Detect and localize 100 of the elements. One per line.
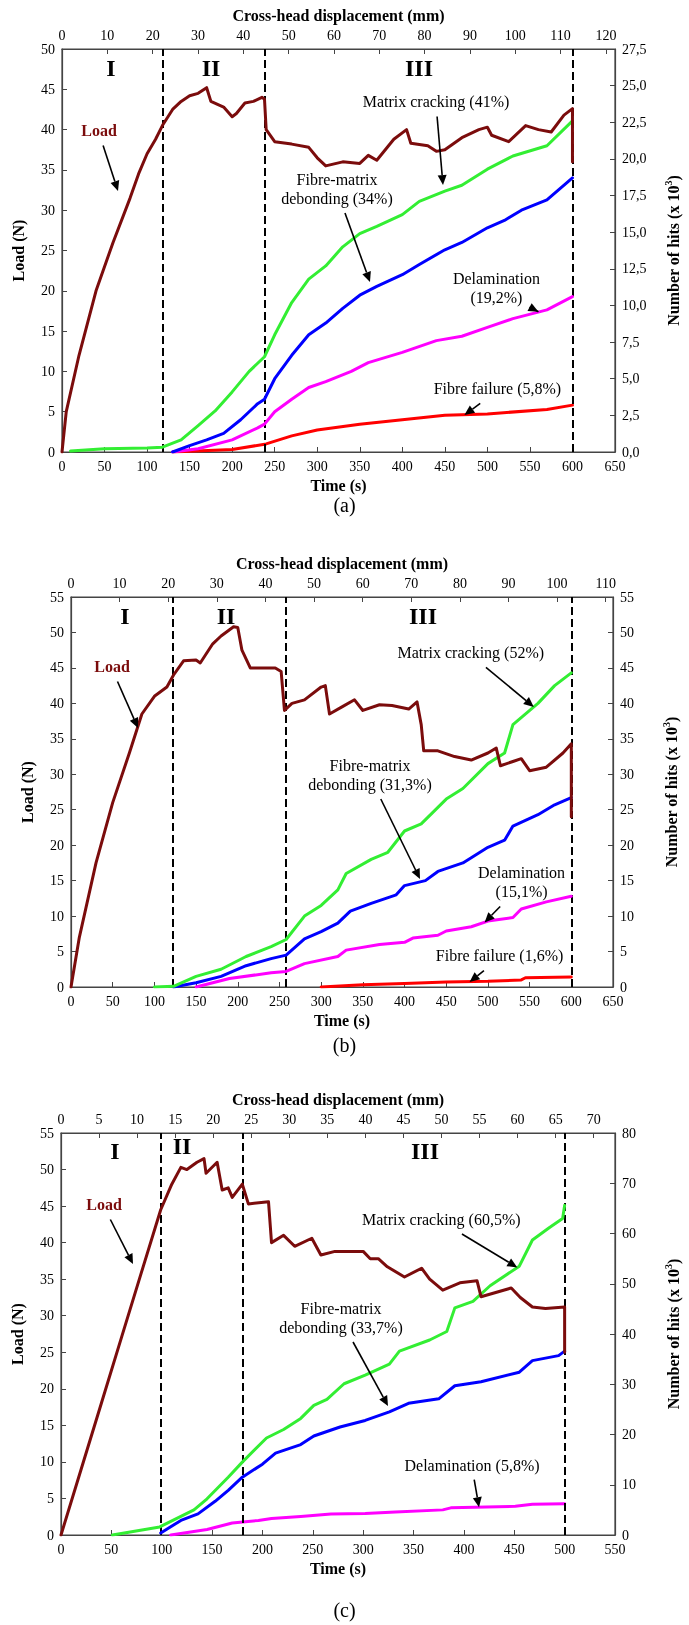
x-tick-label: 200	[251, 1541, 273, 1557]
x2-tick-label: 5	[95, 1111, 103, 1127]
x2-tick-label: 35	[320, 1111, 335, 1127]
annotation: Fibre failure (5,8%)	[433, 380, 562, 399]
annotation: I	[106, 54, 116, 81]
y2-tick-label: 5	[620, 944, 627, 960]
annotation: Load	[81, 122, 117, 140]
x-tick-label: 400	[394, 993, 416, 1009]
y-axis-title: Load (N)	[8, 1303, 27, 1365]
y2-tick-label: 15,0	[622, 224, 647, 240]
y2-tick-label: 0	[622, 1527, 629, 1543]
x-tick-label: 50	[97, 458, 112, 474]
x-tick-label: 550	[519, 458, 541, 474]
x2-tick-label: 50	[434, 1111, 449, 1127]
x2-tick-label: 20	[145, 27, 160, 43]
x2-tick-label: 100	[504, 27, 526, 43]
y2-tick-label: 17,5	[622, 188, 647, 204]
x-tick-label: 450	[434, 458, 456, 474]
annotation: Matrix cracking (52%)	[397, 644, 545, 663]
x-tick-label: 650	[604, 458, 626, 474]
x-tick-label: 350	[349, 458, 371, 474]
y-tick-label: 50	[40, 1162, 54, 1178]
y2-tick-label: 20,0	[622, 151, 647, 167]
y-tick-label: 15	[41, 323, 55, 339]
line-series	[319, 975, 573, 989]
y-tick-label: 35	[40, 1271, 54, 1287]
x-tick-label: 350	[352, 993, 374, 1009]
x-tick-label: 100	[151, 1541, 173, 1557]
x2-tick-label: 100	[546, 575, 568, 591]
x2-tick-label: 90	[462, 27, 477, 43]
y-tick-label: 15	[40, 1417, 54, 1433]
x2-tick-label: 90	[501, 575, 516, 591]
y-tick-label: 45	[50, 660, 64, 676]
x2-tick-label: 50	[281, 27, 296, 43]
y-axis-title: Load (N)	[18, 761, 37, 823]
y-tick-label: 0	[47, 1527, 54, 1543]
annotation: Fibre failure (1,6%)	[435, 947, 564, 966]
x-axis-title: Time (s)	[310, 477, 367, 496]
y2-tick-label: 0,0	[622, 444, 640, 460]
x-tick-label: 650	[602, 993, 624, 1009]
line-series	[169, 1502, 567, 1537]
y-tick-label: 0	[48, 444, 55, 460]
x2-tick-label: 30	[209, 575, 224, 591]
y-tick-label: 0	[57, 979, 64, 995]
x2-tick-label: 60	[326, 27, 341, 43]
annotation: Matrix cracking (60,5%)	[361, 1210, 521, 1229]
y-tick-label: 20	[41, 283, 55, 299]
x-tick-label: 500	[477, 993, 499, 1009]
x2-tick-label: 15	[168, 1111, 183, 1127]
annotation: I	[110, 1137, 120, 1164]
x-tick-label: 250	[302, 1541, 324, 1557]
x-tick-label: 150	[185, 993, 207, 1009]
y-tick-label: 50	[41, 41, 55, 57]
y-tick-label: 40	[41, 122, 55, 138]
y2-tick-label: 5,0	[622, 371, 640, 387]
x-tick-label: 150	[201, 1541, 223, 1557]
y-tick-label: 25	[41, 243, 55, 258]
y2-tick-label: 70	[622, 1175, 636, 1191]
y-axis-title: Load (N)	[9, 219, 28, 282]
y-tick-label: 5	[47, 1490, 54, 1506]
annotation: Fibre-matrix debonding (33,7%)	[279, 1299, 403, 1337]
y2-axis-title: Number of hits (x 103)	[660, 716, 681, 868]
y2-tick-label: 50	[622, 1276, 636, 1292]
y-tick-label: 10	[50, 908, 64, 924]
annotation: Delamination (5,8%)	[404, 1456, 540, 1475]
y2-tick-label: 30	[622, 1376, 636, 1392]
y-tick-label: 15	[50, 873, 64, 889]
annotation: III	[404, 54, 434, 81]
y-tick-label: 30	[40, 1308, 54, 1324]
y-tick-label: 45	[41, 81, 55, 97]
x-tick-label: 600	[560, 993, 582, 1009]
x-tick-label: 500	[476, 458, 498, 474]
x-tick-label: 250	[268, 993, 290, 1009]
annotation: Load	[86, 1196, 122, 1214]
x-axis-title: Time (s)	[313, 1012, 371, 1031]
y-tick-label: 50	[50, 624, 64, 640]
x2-tick-label: 60	[510, 1111, 525, 1127]
x-tick-label: 400	[453, 1541, 475, 1557]
x2-tick-label: 10	[112, 575, 127, 591]
x2-tick-label: 30	[190, 27, 205, 43]
x2-tick-label: 40	[236, 27, 251, 43]
x2-tick-label: 80	[417, 27, 432, 43]
x-tick-label: 200	[227, 993, 249, 1009]
y-tick-label: 10	[40, 1454, 54, 1470]
annotation: III	[408, 602, 438, 629]
y-tick-label: 5	[57, 944, 64, 960]
x2-tick-label: 20	[206, 1111, 221, 1127]
annotation: III	[410, 1137, 440, 1164]
annotation: Matrix cracking (41%)	[362, 93, 510, 112]
x2-tick-label: 45	[396, 1111, 411, 1127]
y2-tick-label: 2,5	[622, 407, 640, 423]
x-tick-label: 550	[604, 1541, 626, 1557]
x2-tick-label: 70	[404, 575, 419, 591]
y2-tick-label: 80	[622, 1125, 636, 1141]
y2-axis-title: Number of hits (x 103)	[662, 175, 683, 326]
x2-axis-title: Cross-head displacement (mm)	[232, 6, 445, 25]
x-tick-label: 300	[310, 993, 332, 1009]
y-tick-label: 45	[40, 1198, 54, 1214]
y-tick-label: 35	[50, 731, 64, 747]
x-axis-title: Time (s)	[309, 1560, 367, 1579]
